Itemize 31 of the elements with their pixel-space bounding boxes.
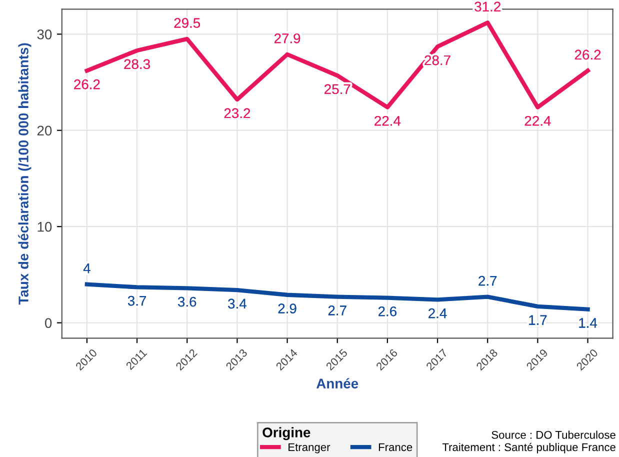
legend-title: Origine	[262, 427, 310, 440]
data-label: 4	[83, 264, 90, 274]
data-label: 3.7	[128, 296, 146, 306]
data-label: 2.4	[428, 308, 447, 318]
data-label: 23.2	[224, 108, 250, 118]
data-label: 22.4	[524, 116, 551, 126]
data-label: 22.4	[374, 116, 401, 126]
data-label: 2.9	[278, 304, 296, 314]
data-label: 25.7	[324, 84, 350, 94]
data-label: 27.9	[274, 33, 300, 44]
data-label: 3.4	[228, 298, 246, 309]
y-tick-label: 10	[38, 222, 52, 232]
y-axis-title: Taux de déclaration (/100 000 habitants)	[18, 43, 32, 305]
source-note: Source : DO Tuberculose	[492, 430, 616, 439]
data-label: 1.7	[529, 315, 547, 325]
data-label: 29.5	[174, 18, 200, 28]
data-label: 26.2	[574, 50, 601, 60]
x-axis-title: Année	[316, 378, 358, 388]
data-label: 28.3	[124, 59, 150, 70]
y-tick-label: 20	[37, 126, 52, 136]
data-label: 3.6	[178, 296, 196, 307]
legend-label: France	[378, 443, 412, 452]
data-label: 2.6	[378, 306, 396, 316]
data-label: 2.7	[478, 276, 497, 286]
data-label: 26.2	[74, 79, 100, 90]
y-tick-label: 30	[37, 29, 52, 40]
data-label: 1.4	[579, 318, 598, 328]
text: Traitement : Santé publique France	[442, 442, 616, 454]
data-label: 2.7	[328, 306, 346, 316]
legend-label: Etranger	[288, 443, 330, 454]
y-tick-label: 0	[44, 318, 52, 328]
